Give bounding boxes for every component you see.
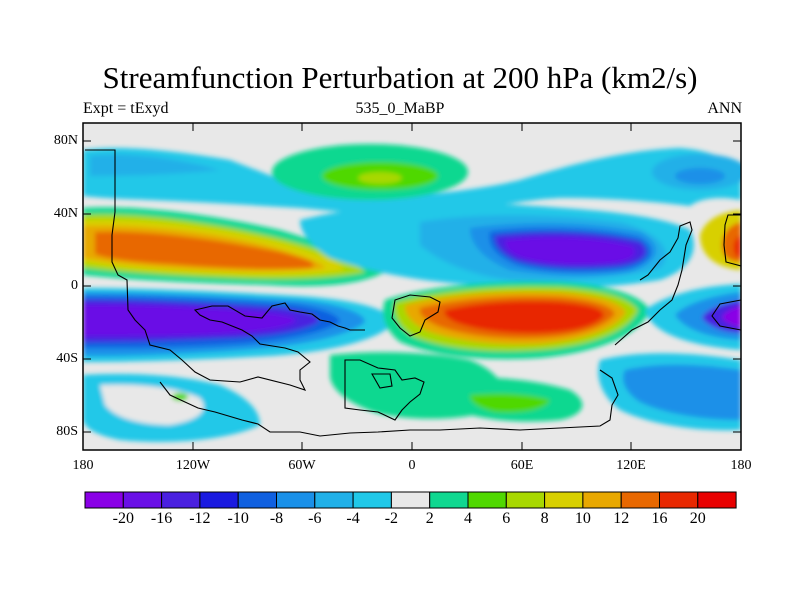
- colorbar-swatch: [161, 491, 201, 509]
- colorbar-swatch: [429, 491, 469, 509]
- lat-label-80n: 80N: [53, 133, 78, 148]
- colorbar-label: 12: [613, 510, 630, 527]
- orange-high-west: [95, 231, 314, 269]
- colorbar-label: -12: [189, 510, 211, 527]
- colorbar-swatch: [276, 491, 316, 509]
- experiment-label: Expt = tExyd: [83, 100, 169, 117]
- colorbar-label: 8: [540, 510, 549, 527]
- contour-field: [83, 123, 741, 450]
- colorbar-label: 6: [502, 510, 511, 527]
- cyan-region-north: [83, 148, 741, 215]
- colorbar-swatch: [352, 491, 392, 509]
- colorbar-swatch: [237, 491, 277, 509]
- colorbar-swatch: [659, 491, 699, 509]
- lon-label-180w: 180: [72, 458, 94, 473]
- lon-label-120e: 120E: [616, 458, 646, 473]
- lat-label-80s: 80S: [56, 424, 78, 439]
- colorbar-label: -16: [150, 510, 173, 527]
- colorbar-label: -4: [346, 510, 360, 527]
- lon-label-120w: 120W: [175, 458, 211, 473]
- colorbar-label: -6: [308, 510, 322, 527]
- colorbar-label: 4: [464, 510, 472, 527]
- colorbar-swatch: [390, 491, 431, 509]
- colorbar-swatch: [544, 491, 584, 509]
- colorbar-label: -8: [269, 510, 284, 527]
- season-label: ANN: [707, 100, 742, 117]
- colorbar-swatch: [467, 491, 507, 509]
- axis-ticks: [83, 123, 741, 450]
- colorbar-swatch: [199, 491, 239, 509]
- map-title: Streamfunction Perturbation at 200 hPa (…: [102, 60, 698, 95]
- lat-label-40s: 40S: [56, 351, 78, 366]
- colorbar-swatch: [505, 491, 546, 509]
- coastlines: [85, 149, 741, 437]
- colorbar-label: 10: [574, 510, 591, 527]
- time-label: 535_0_MaBP: [355, 100, 445, 117]
- lon-label-0: 0: [408, 458, 416, 473]
- colorbar-swatch: [697, 491, 737, 509]
- colorbar-swatch: [620, 491, 661, 509]
- colorbar-swatch: [582, 491, 622, 509]
- colorbar-swatch: [122, 491, 163, 509]
- colorbar-label: 16: [651, 510, 668, 527]
- colorbar: [84, 491, 737, 509]
- purple-low-central: [505, 237, 636, 265]
- lat-label-eq: 0: [71, 278, 78, 293]
- colorbar-label: 2: [425, 510, 434, 527]
- colorbar-label: -10: [227, 510, 249, 527]
- colorbar-label: 20: [689, 510, 706, 527]
- colorbar-swatch: [314, 491, 354, 509]
- colorbar-swatch: [84, 491, 124, 509]
- lon-label-60w: 60W: [288, 458, 316, 473]
- lon-label-180e: 180: [730, 458, 752, 473]
- purple-low-south-west: [83, 304, 296, 336]
- lat-label-40n: 40N: [53, 206, 78, 221]
- colorbar-label: -20: [112, 510, 134, 527]
- colorbar-label: -2: [384, 510, 399, 527]
- red-high-south-central: [444, 301, 604, 334]
- lon-label-60e: 60E: [510, 458, 534, 473]
